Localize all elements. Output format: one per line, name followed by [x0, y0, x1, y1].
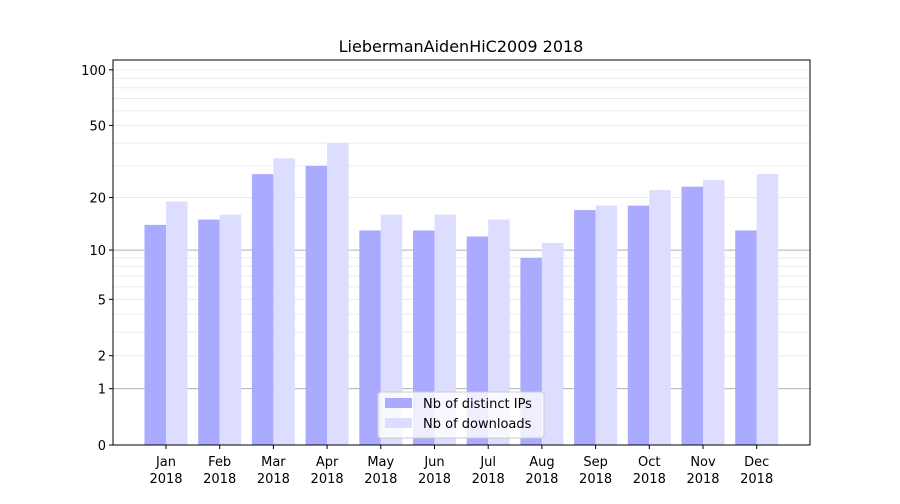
y-tick-label: 10 [89, 244, 106, 259]
bar-downloads [756, 174, 779, 445]
x-tick-label: Jan [155, 455, 176, 470]
bar-downloads [434, 214, 456, 445]
bar-distinct-ips [305, 165, 328, 445]
y-tick-label: 1 [98, 383, 106, 398]
x-tick-label: 2018 [364, 472, 397, 487]
x-tick-label: Feb [208, 455, 231, 470]
y-tick-label: 2 [98, 350, 106, 365]
x-tick-label: Dec [744, 455, 769, 470]
x-tick-label: Oct [638, 455, 660, 470]
x-tick-label: Sep [583, 455, 608, 470]
y-tick-label: 50 [89, 119, 106, 134]
bar-distinct-ips [681, 186, 703, 446]
x-tick-label: 2018 [579, 472, 612, 487]
legend-label: Nb of distinct IPs [423, 397, 532, 412]
bar-distinct-ips [627, 205, 650, 445]
bar-distinct-ips [198, 219, 220, 445]
bar-distinct-ips [735, 230, 757, 445]
x-tick-label: Jun [423, 455, 444, 470]
bar-downloads [541, 243, 564, 445]
x-tick-label: 2018 [472, 472, 505, 487]
bar-downloads [595, 205, 618, 445]
chart-title: LiebermanAidenHiC2009 2018 [339, 37, 584, 56]
legend-box [377, 391, 545, 439]
x-tick-label: May [367, 455, 394, 470]
bar-downloads [649, 190, 671, 445]
y-tick-label: 20 [89, 192, 106, 207]
x-tick-label: 2018 [311, 472, 344, 487]
x-tick-label: 2018 [686, 472, 719, 487]
bar-distinct-ips [574, 210, 596, 445]
x-tick-label: 2018 [257, 472, 290, 487]
y-tick-label: 5 [98, 293, 106, 308]
x-tick-label: Nov [690, 455, 716, 470]
x-tick-label: 2018 [149, 472, 182, 487]
bar-downloads [703, 180, 725, 445]
x-tick-label: 2018 [633, 472, 666, 487]
x-tick-label: Apr [316, 455, 339, 470]
bar-distinct-ips [359, 230, 381, 445]
bar-downloads [327, 143, 349, 445]
y-tick-label: 0 [98, 439, 106, 454]
x-tick-label: Mar [261, 455, 286, 470]
legend: Nb of distinct IPs Nb of downloads [377, 391, 545, 439]
axes-frame [112, 59, 811, 446]
x-tick-label: Jul [479, 455, 496, 470]
bar-downloads [166, 201, 188, 445]
legend-label: Nb of downloads [423, 417, 532, 432]
bar-distinct-ips [413, 230, 435, 445]
bar-downloads [380, 214, 403, 445]
x-tick-label: Aug [529, 455, 554, 470]
bar-downloads [488, 219, 510, 445]
x-tick-label: 2018 [203, 472, 236, 487]
legend-swatch [385, 418, 412, 428]
bar-downloads [273, 158, 295, 445]
bar-distinct-ips [144, 224, 166, 445]
bar-downloads [219, 214, 242, 445]
bar-distinct-ips [251, 174, 274, 445]
x-tick-label: 2018 [740, 472, 773, 487]
x-tick-label: 2018 [525, 472, 558, 487]
legend-swatch [385, 398, 412, 408]
x-tick-label: 2018 [418, 472, 451, 487]
y-tick-label: 100 [81, 64, 106, 79]
